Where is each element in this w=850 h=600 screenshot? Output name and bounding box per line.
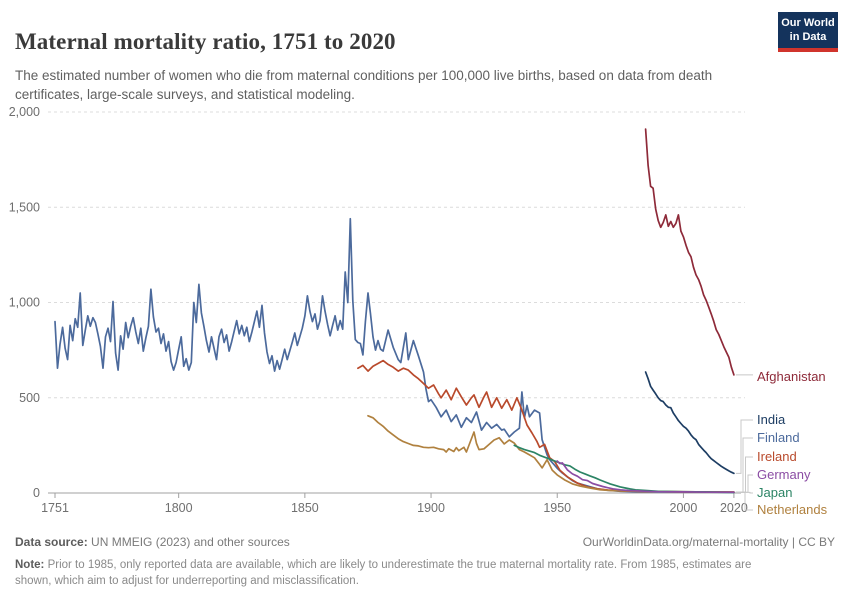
entity-label-netherlands[interactable]: Netherlands (757, 502, 828, 517)
chart-note: Note: Prior to 1985, only reported data … (15, 557, 790, 589)
entity-label-ireland[interactable]: Ireland (757, 449, 797, 464)
x-axis (48, 492, 741, 498)
series-line-ireland[interactable] (357, 359, 735, 493)
chart-canvas: 0 500 1,000 1,500 2,000 1751 1800 1850 1900 1950 2… (9, 105, 828, 517)
series-lines (54, 128, 735, 494)
x-tick-label: 1850 (291, 501, 319, 515)
note-text: Prior to 1985, only reported data are av… (15, 559, 752, 588)
x-tick-label: 2020 (720, 501, 748, 515)
x-tick-label: 1950 (543, 501, 571, 515)
data-source: Data source: UN MMEIG (2023) and other s… (15, 535, 290, 549)
chart-footer: Data source: UN MMEIG (2023) and other s… (15, 535, 835, 589)
y-gridlines (48, 111, 745, 399)
y-tick-label: 1,000 (9, 296, 40, 310)
series-line-finland[interactable] (54, 217, 735, 494)
note-label: Note: (15, 559, 45, 571)
owid-logo[interactable]: Our World in Data (778, 12, 838, 52)
x-tick-label: 1900 (417, 501, 445, 515)
owid-url-license[interactable]: OurWorldinData.org/maternal-mortality | … (582, 535, 835, 549)
entity-label-afghanistan[interactable]: Afghanistan (757, 369, 826, 384)
data-source-label: Data source: (15, 535, 88, 549)
entity-labels: Finland Ireland Netherlands Japan Germany Ind… (757, 369, 828, 517)
entity-label-india[interactable]: India (757, 412, 786, 427)
y-axis-labels: 0 500 1,000 1,500 2,000 (9, 105, 40, 500)
entity-label-japan[interactable]: Japan (757, 485, 792, 500)
y-tick-label: 2,000 (9, 105, 40, 119)
x-tick-label: 1751 (41, 501, 69, 515)
page-title: Maternal mortality ratio, 1751 to 2020 (15, 29, 396, 55)
series-line-germany[interactable] (556, 460, 735, 494)
entity-leader-lines (735, 374, 753, 511)
owid-logo-line1: Our World (781, 17, 835, 29)
y-tick-label: 1,500 (9, 200, 40, 214)
x-axis-labels: 1751 1800 1850 1900 1950 2000 2020 (41, 501, 748, 515)
owid-logo-line2: in Data (789, 31, 827, 44)
series-line-netherlands[interactable] (367, 414, 735, 494)
entity-label-finland[interactable]: Finland (757, 430, 800, 445)
series-line-india[interactable] (644, 371, 735, 475)
x-tick-label: 2000 (670, 501, 698, 515)
y-tick-label: 500 (19, 391, 40, 405)
series-line-afghanistan[interactable] (644, 128, 735, 376)
data-source-text: UN MMEIG (2023) and other sources (87, 535, 290, 549)
y-tick-label: 0 (33, 486, 40, 500)
entity-label-germany[interactable]: Germany (757, 467, 811, 482)
series-line-japan[interactable] (513, 444, 735, 494)
chart-subtitle: The estimated number of women who die fr… (15, 67, 713, 102)
x-tick-label: 1800 (165, 501, 193, 515)
